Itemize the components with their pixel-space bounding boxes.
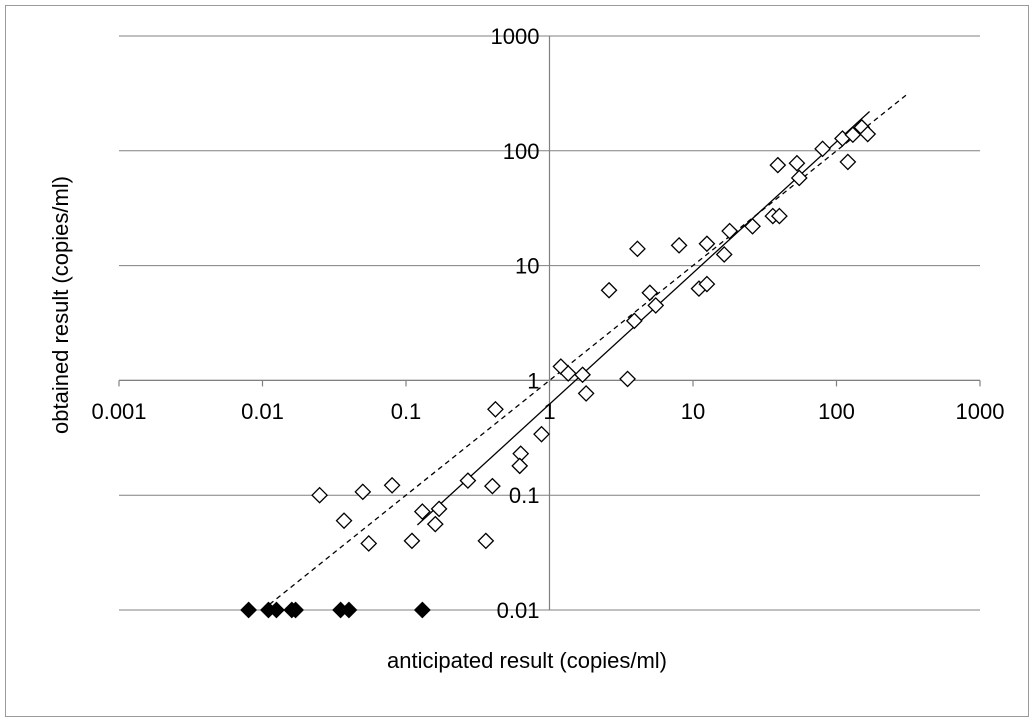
- data-points: [240, 118, 877, 619]
- x-tick-label-4: 10: [681, 399, 705, 424]
- x-tick-label-5: 100: [818, 399, 855, 424]
- filled-diamond-point-0: [240, 601, 258, 619]
- open-diamond-point-21: [619, 370, 636, 388]
- open-diamond-point-35: [769, 156, 787, 174]
- open-diamond-point-24: [641, 284, 659, 302]
- open-diamond-point-28: [698, 275, 716, 293]
- open-diamond-point-41: [844, 126, 862, 144]
- filled-diamond-point-6: [340, 601, 358, 619]
- open-diamond-point-6: [413, 503, 431, 520]
- filled-diamond-point-7: [413, 601, 431, 619]
- open-diamond-point-15: [533, 425, 550, 443]
- x-axis-label: anticipated result (copies/ml): [387, 648, 667, 673]
- open-diamond-point-9: [459, 472, 477, 490]
- x-tick-label-0: 0.001: [91, 399, 146, 424]
- open-diamond-point-37: [790, 169, 808, 187]
- x-tick-label-1: 0.01: [241, 399, 284, 424]
- open-diamond-point-34: [770, 207, 788, 225]
- open-diamond-point-31: [721, 222, 739, 240]
- open-diamond-point-8: [430, 500, 448, 518]
- y-tick-label-5: 1000: [491, 24, 540, 49]
- y-tick-label-0: 0.01: [497, 598, 540, 623]
- open-diamond-point-18: [574, 366, 591, 384]
- open-diamond-point-29: [698, 235, 716, 253]
- y-tick-label-1: 0.1: [509, 483, 540, 508]
- filled-diamond-point-2: [267, 601, 285, 619]
- open-diamond-point-30: [715, 246, 733, 263]
- open-diamond-point-12: [483, 477, 501, 495]
- open-diamond-point-2: [383, 476, 401, 494]
- open-diamond-point-3: [335, 512, 353, 530]
- tick-labels: 0.001 0.01 0.1 1 10 100 1000 0.01 0.1 1 10 100 1000: [91, 24, 1004, 623]
- open-diamond-point-23: [629, 240, 646, 258]
- open-diamond-point-0: [311, 486, 329, 504]
- filled-diamond-point-4: [287, 601, 304, 619]
- y-axis-label: obtained result (copies/ml): [48, 176, 73, 434]
- open-diamond-point-20: [600, 281, 618, 299]
- x-tick-label-3: 1: [543, 399, 555, 424]
- open-diamond-point-32: [744, 217, 761, 235]
- open-diamond-point-43: [859, 125, 877, 143]
- dashed-fit-line: [262, 92, 910, 611]
- open-diamond-point-1: [354, 483, 372, 501]
- open-diamond-point-4: [360, 535, 378, 552]
- open-diamond-point-14: [511, 457, 529, 475]
- x-tick-label-2: 0.1: [391, 399, 422, 424]
- open-diamond-point-17: [559, 365, 577, 382]
- open-diamond-point-25: [647, 296, 665, 314]
- y-tick-label-4: 100: [503, 139, 540, 164]
- open-diamond-point-40: [839, 153, 857, 171]
- x-tick-label-6: 1000: [956, 399, 1005, 424]
- open-diamond-point-5: [403, 532, 421, 550]
- y-tick-label-3: 10: [515, 254, 539, 279]
- open-diamond-point-38: [814, 140, 832, 158]
- open-diamond-point-7: [426, 515, 444, 533]
- open-diamond-point-26: [670, 236, 688, 254]
- open-diamond-point-10: [477, 532, 495, 550]
- open-diamond-point-11: [487, 400, 504, 418]
- open-diamond-point-22: [625, 312, 643, 330]
- open-diamond-point-19: [577, 385, 595, 402]
- open-diamond-point-36: [788, 154, 806, 172]
- axes: [118, 36, 981, 610]
- y-tick-label-2: 1: [527, 368, 539, 393]
